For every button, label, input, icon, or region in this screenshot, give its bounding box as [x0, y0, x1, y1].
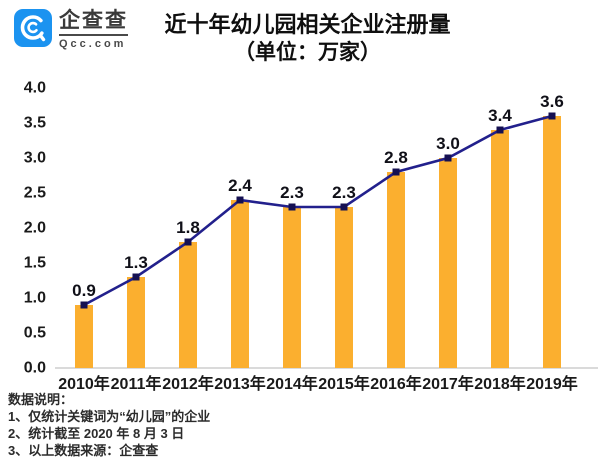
line-marker — [236, 196, 244, 204]
line-marker — [80, 301, 88, 309]
x-tick-label: 2010年 — [58, 374, 110, 393]
note-item: 2、统计截至 2020 年 8 月 3 日 — [8, 426, 185, 441]
x-tick-label: 2014年 — [266, 374, 318, 393]
bar — [335, 207, 353, 368]
note-item: 3、以上数据来源：企查查 — [8, 443, 159, 458]
x-tick-label: 2019年 — [526, 374, 578, 393]
y-tick-label: 0.0 — [24, 360, 46, 377]
note-item: 1、仅统计关键词为“幼儿园”的企业 — [8, 409, 211, 424]
x-tick-label: 2015年 — [318, 374, 370, 393]
bar — [439, 158, 457, 368]
bar — [75, 305, 93, 368]
value-label: 2.8 — [384, 148, 408, 167]
qcc-logo-domain-label: Qcc.com — [59, 38, 127, 51]
data-notes: 数据说明： 1、仅统计关键词为“幼儿园”的企业 2、统计截至 2020 年 8 … — [8, 391, 488, 459]
bar — [179, 242, 197, 368]
value-label: 2.3 — [332, 183, 356, 202]
bar — [283, 207, 301, 368]
line-marker — [340, 203, 348, 211]
value-label: 3.6 — [540, 92, 564, 111]
y-tick-label: 0.5 — [24, 325, 46, 342]
y-tick-label: 3.0 — [24, 150, 46, 167]
y-tick-label: 2.0 — [24, 220, 46, 237]
line-marker — [184, 238, 192, 246]
bar — [231, 200, 249, 368]
bar — [387, 172, 405, 368]
value-label: 2.3 — [280, 183, 304, 202]
chart-area: 0.0 0.5 1.0 1.5 2.0 2.5 3.0 3.5 4.0 0.9 1.3 1.8 2.4 2… — [0, 75, 615, 395]
qcc-logo: 企查查 Qcc.com — [14, 9, 128, 50]
value-label: 1.8 — [176, 218, 200, 237]
y-tick-label: 3.5 — [24, 115, 46, 132]
value-label: 1.3 — [124, 253, 148, 272]
value-label: 3.4 — [488, 106, 512, 125]
line-marker — [288, 203, 296, 211]
line-marker — [444, 154, 452, 162]
x-tick-label: 2017年 — [422, 374, 474, 393]
qcc-logo-text: 企查查 Qcc.com — [59, 9, 128, 50]
qcc-logo-cn-label: 企查查 — [59, 9, 128, 37]
notes-heading: 数据说明： — [8, 392, 74, 407]
bar — [127, 277, 145, 368]
line-marker — [496, 126, 504, 134]
y-tick-label: 1.0 — [24, 290, 46, 307]
trend-line — [83, 114, 553, 307]
y-tick-label: 4.0 — [24, 80, 46, 97]
value-label: 2.4 — [228, 176, 252, 195]
x-tick-label: 2011年 — [111, 374, 162, 393]
line-marker — [548, 112, 556, 120]
value-label: 0.9 — [72, 281, 96, 300]
x-tick-label: 2016年 — [370, 374, 422, 393]
x-tick-label: 2013年 — [214, 374, 266, 393]
y-tick-label: 1.5 — [24, 255, 46, 272]
bar — [491, 130, 509, 368]
bar — [543, 116, 561, 368]
y-tick-label: 2.5 — [24, 185, 46, 202]
line-marker — [132, 273, 140, 281]
value-label: 3.0 — [436, 134, 460, 153]
bar-line-chart: 0.0 0.5 1.0 1.5 2.0 2.5 3.0 3.5 4.0 0.9 1.3 1.8 2.4 2… — [24, 80, 598, 393]
line-marker — [392, 168, 400, 176]
x-tick-label: 2018年 — [474, 374, 526, 393]
x-tick-label: 2012年 — [162, 374, 214, 393]
qcc-logo-icon — [14, 9, 52, 47]
